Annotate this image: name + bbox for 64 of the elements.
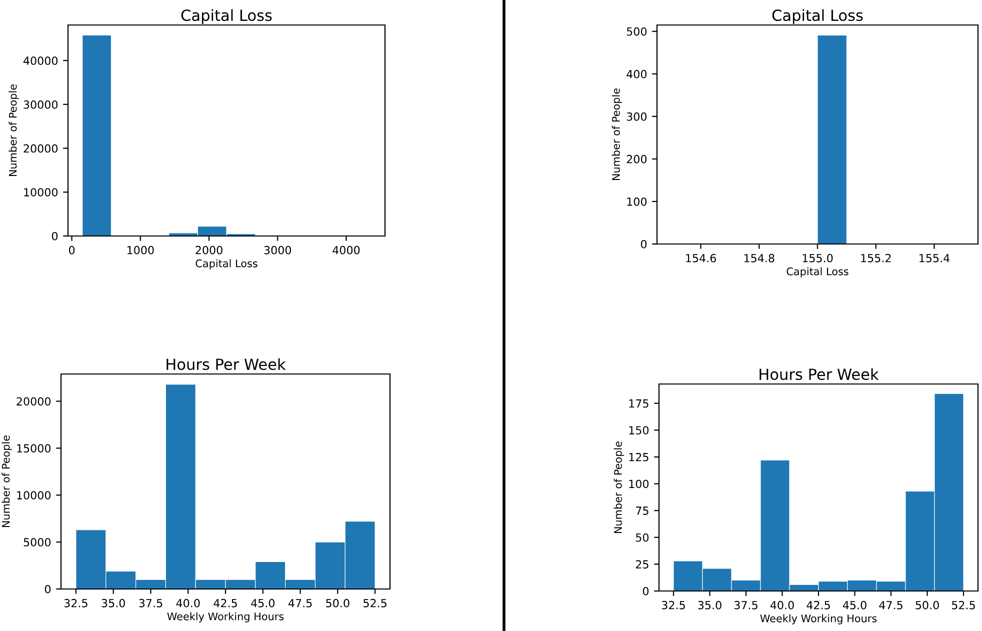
- y-tick-label: 0: [642, 586, 649, 596]
- x-tick-label: 0: [68, 246, 75, 254]
- y-tick-label: 20000: [24, 144, 58, 153]
- y-tick-label: 10000: [17, 491, 51, 500]
- x-tick-label: 52.5: [364, 598, 386, 608]
- x-axis-title: Weekly Working Hours: [760, 614, 877, 624]
- y-tick-label: 150: [629, 426, 649, 434]
- y-tick-label: 15000: [17, 444, 51, 453]
- y-tick-label: 300: [626, 112, 647, 121]
- x-tick-label: 32.5: [662, 600, 685, 610]
- x-tick-label: 45.0: [251, 598, 275, 608]
- chart-title: Capital Loss: [181, 9, 272, 24]
- x-tick-label: 2000: [196, 246, 222, 254]
- y-axis-title: Number of People: [614, 442, 624, 534]
- x-tick-label: 40.0: [176, 598, 200, 608]
- x-tick-label: 47.5: [288, 599, 312, 608]
- x-tick-label: 3000: [264, 246, 292, 254]
- x-tick-label: 155.4: [920, 254, 950, 262]
- x-axis-title: Capital Loss: [786, 267, 848, 278]
- x-tick-label: 42.5: [806, 600, 830, 610]
- x-tick-label: 32.5: [64, 598, 88, 608]
- x-tick-label: 47.5: [879, 601, 902, 610]
- x-axis-title: Weekly Working Hours: [167, 612, 284, 622]
- y-tick-label: 50: [636, 533, 649, 542]
- y-axis-title: Number of People: [2, 436, 12, 528]
- y-tick-label: 125: [629, 452, 648, 462]
- y-tick-label: 0: [52, 232, 58, 240]
- y-tick-label: 0: [640, 240, 647, 248]
- x-tick-label: 42.5: [214, 598, 237, 608]
- y-tick-label: 5000: [24, 538, 51, 546]
- y-tick-label: 30000: [24, 100, 58, 109]
- y-tick-label: 200: [626, 154, 647, 164]
- x-tick-label: 45.0: [842, 600, 866, 610]
- y-tick-label: 100: [629, 480, 649, 488]
- x-tick-label: 52.5: [952, 600, 975, 610]
- y-tick-label: 20000: [16, 397, 51, 406]
- x-tick-label: 50.0: [326, 598, 350, 608]
- x-tick-label: 40.0: [770, 600, 794, 610]
- x-axis-title: Capital Loss: [196, 259, 258, 270]
- x-tick-label: 35.0: [102, 598, 125, 608]
- chart-title: Hours Per Week: [760, 368, 879, 380]
- x-tick-label: 154.8: [744, 254, 774, 262]
- chart-title: Hours Per Week: [166, 358, 286, 370]
- x-tick-label: 4000: [332, 246, 360, 254]
- x-tick-label: 155.2: [861, 254, 891, 262]
- y-tick-label: 500: [626, 27, 647, 36]
- y-tick-label: 25: [636, 560, 648, 569]
- y-tick-label: 175: [629, 399, 648, 408]
- x-tick-label: 1000: [127, 246, 154, 254]
- chart-title: Capital Loss: [772, 9, 863, 24]
- y-axis-title: Number of People: [8, 84, 19, 176]
- x-tick-label: 154.6: [686, 254, 716, 262]
- y-tick-label: 100: [627, 197, 647, 206]
- y-tick-label: 75: [636, 506, 648, 515]
- x-tick-label: 35.0: [698, 600, 722, 610]
- x-tick-label: 37.5: [139, 598, 162, 608]
- y-tick-label: 0: [44, 584, 51, 594]
- y-tick-label: 40000: [23, 56, 58, 65]
- y-tick-label: 400: [626, 70, 647, 78]
- y-axis-title: Number of People: [612, 88, 622, 180]
- x-tick-label: 37.5: [734, 600, 758, 610]
- x-tick-label: 155.0: [802, 254, 833, 262]
- y-tick-label: 10000: [24, 188, 58, 197]
- x-tick-label: 50.0: [916, 600, 939, 610]
